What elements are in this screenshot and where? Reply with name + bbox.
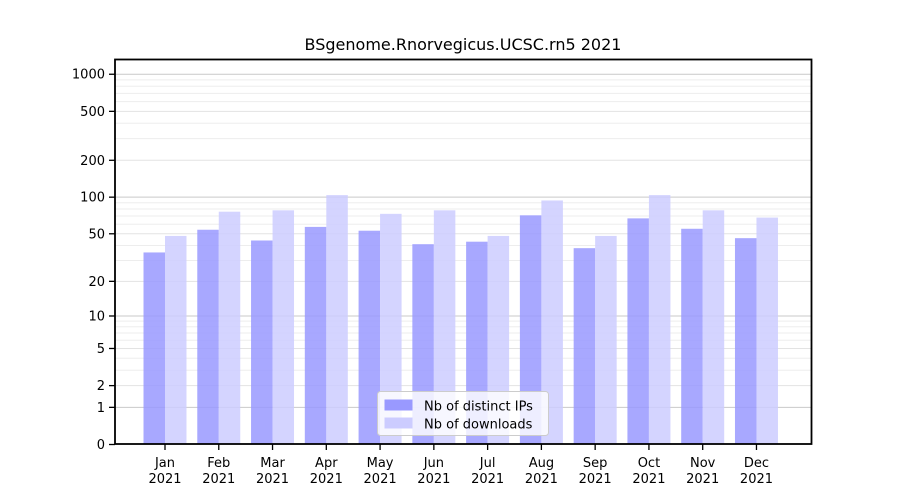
bar-downloads-mar	[272, 210, 295, 444]
bar-downloads-jun	[433, 210, 456, 444]
x-tick-label-month: Jan	[154, 456, 175, 471]
y-tick-label: 500	[80, 105, 105, 120]
y-tick-label: 0	[97, 438, 105, 453]
x-tick-label-month: Dec	[744, 456, 769, 471]
x-tick-label-month: Oct	[638, 456, 660, 471]
legend-label-distinct-ips: Nb of distinct IPs	[424, 400, 533, 415]
plot-frame	[114, 58, 813, 445]
y-tick-label: 10	[88, 309, 105, 324]
x-tick-label-month: Sep	[583, 456, 608, 471]
bar-downloads-aug	[541, 200, 563, 444]
x-tick-label-month: Jul	[479, 456, 496, 471]
bar-downloads-apr	[326, 195, 348, 444]
x-tick-label-year: 2021	[417, 472, 450, 487]
x-tick-label-year: 2021	[310, 472, 343, 487]
x-tick-label-year: 2021	[740, 472, 773, 487]
x-tick-label-month: Apr	[315, 456, 338, 471]
y-tick-label: 5	[97, 342, 105, 357]
y-tick-label: 1	[97, 401, 105, 416]
bar-distinct-ips-sep	[573, 248, 596, 444]
x-tick-label-year: 2021	[471, 472, 504, 487]
x-tick-label-year: 2021	[579, 472, 612, 487]
x-tick-label-month: Feb	[207, 456, 230, 471]
x-tick-label-month: Aug	[529, 456, 554, 471]
y-tick-label: 2	[97, 379, 105, 394]
x-tick-label-year: 2021	[202, 472, 235, 487]
bar-downloads-may	[380, 213, 402, 444]
x-tick-label-month: Mar	[260, 456, 285, 471]
x-tick-label-year: 2021	[256, 472, 289, 487]
bar-distinct-ips-may	[358, 230, 381, 444]
bar-downloads-dec	[756, 217, 778, 444]
bar-distinct-ips-jan	[143, 252, 165, 444]
bar-distinct-ips-dec	[734, 238, 757, 444]
legend-label-downloads: Nb of downloads	[424, 418, 533, 433]
bar-distinct-ips-feb	[197, 229, 219, 444]
legend-swatch-distinct-ips	[384, 399, 413, 411]
bar-distinct-ips-aug	[519, 215, 542, 444]
bar-downloads-sep	[595, 235, 617, 444]
x-tick-label-year: 2021	[686, 472, 719, 487]
y-tick-label: 200	[80, 154, 105, 169]
bar-downloads-nov	[702, 210, 725, 444]
y-tick-label: 50	[88, 227, 105, 242]
x-tick-label-year: 2021	[632, 472, 665, 487]
x-tick-label-month: Jun	[423, 456, 444, 471]
x-tick-label-year: 2021	[148, 472, 181, 487]
bar-distinct-ips-nov	[681, 228, 703, 444]
bar-downloads-oct	[648, 195, 671, 444]
y-tick-label: 1000	[72, 68, 105, 83]
legend	[377, 391, 549, 436]
x-tick-label-year: 2021	[525, 472, 558, 487]
x-tick-label-month: Nov	[690, 456, 716, 471]
x-tick-label-year: 2021	[364, 472, 397, 487]
x-tick-label-month: May	[367, 456, 394, 471]
y-tick-label: 100	[80, 191, 105, 206]
bar-distinct-ips-oct	[627, 218, 649, 444]
bar-distinct-ips-apr	[304, 226, 327, 444]
bar-downloads-feb	[218, 211, 241, 444]
bar-downloads-jan	[165, 235, 187, 444]
bar-distinct-ips-mar	[251, 240, 273, 444]
chart-title: BSgenome.Rnorvegicus.UCSC.rn5 2021	[305, 35, 622, 54]
y-tick-label: 20	[88, 275, 105, 290]
legend-swatch-downloads	[384, 417, 413, 429]
